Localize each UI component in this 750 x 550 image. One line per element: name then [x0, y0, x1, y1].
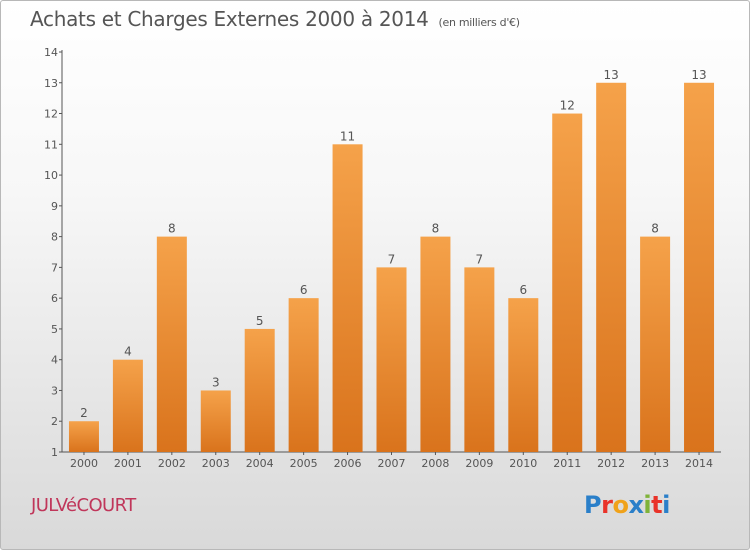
x-tick-label: 2010 — [509, 457, 537, 470]
proxiti-logo: Proxiti — [584, 491, 670, 519]
x-tick-label: 2003 — [202, 457, 230, 470]
bar — [508, 298, 539, 452]
x-tick-label: 2007 — [378, 457, 406, 470]
x-tick-label: 2001 — [114, 457, 142, 470]
logo-letter: o — [612, 491, 629, 519]
logo-letter: t — [651, 491, 663, 519]
bar — [156, 236, 187, 452]
bar — [376, 267, 407, 452]
bar-value-label: 8 — [168, 222, 176, 236]
x-tick-label: 2008 — [421, 457, 449, 470]
bar — [552, 113, 583, 453]
bar — [332, 144, 363, 453]
chart-unit-label: (en milliers d'€) — [438, 16, 520, 29]
chart-title-text: Achats et Charges Externes 2000 à 2014 — [30, 7, 429, 31]
x-tick-label: 2009 — [465, 457, 493, 470]
bar — [596, 82, 627, 453]
bar — [68, 421, 99, 452]
commune-name: JULVéCOURT — [31, 495, 136, 516]
bar — [684, 82, 715, 453]
y-tick-label: 4 — [51, 354, 58, 367]
chart-title: Achats et Charges Externes 2000 à 2014 (e… — [30, 7, 520, 31]
bar-value-label: 3 — [212, 375, 220, 389]
bar — [112, 359, 143, 452]
logo-letter: r — [601, 491, 613, 519]
y-tick-label: 14 — [44, 46, 58, 59]
bar-value-label: 7 — [388, 252, 396, 266]
y-tick-label: 13 — [44, 77, 58, 90]
x-tick-label: 2013 — [641, 457, 669, 470]
y-tick-label: 3 — [51, 384, 58, 397]
x-tick-label: 2012 — [597, 457, 625, 470]
x-tick-label: 2011 — [553, 457, 581, 470]
y-tick-label: 8 — [51, 231, 58, 244]
bar-value-label: 6 — [519, 283, 527, 297]
bar — [464, 267, 495, 452]
y-tick-label: 1 — [51, 446, 58, 459]
bar-value-label: 5 — [256, 314, 264, 328]
y-tick-label: 6 — [51, 292, 58, 305]
y-tick-label: 9 — [51, 200, 58, 213]
bar — [244, 328, 275, 452]
y-tick-label: 5 — [51, 323, 58, 336]
logo-letter: x — [628, 491, 644, 519]
bar — [420, 236, 451, 452]
bar-value-label: 4 — [124, 345, 132, 359]
bar-value-label: 2 — [80, 406, 88, 420]
y-tick-label: 11 — [44, 138, 58, 151]
bar-value-label: 7 — [476, 252, 484, 266]
y-tick-label: 12 — [44, 108, 58, 121]
logo-letter: i — [643, 491, 652, 519]
x-tick-label: 2004 — [246, 457, 274, 470]
bar-value-label: 6 — [300, 283, 308, 297]
x-tick-label: 2014 — [685, 457, 713, 470]
bar-value-label: 11 — [340, 129, 355, 143]
y-tick-label: 7 — [51, 261, 58, 274]
y-tick-label: 2 — [51, 415, 58, 428]
x-tick-label: 2006 — [334, 457, 362, 470]
x-tick-label: 2000 — [70, 457, 98, 470]
logo-letter: P — [584, 491, 602, 519]
bar-value-label: 8 — [432, 222, 440, 236]
logo-letter: i — [662, 491, 670, 519]
bar — [288, 298, 319, 452]
bar-value-label: 12 — [560, 99, 575, 113]
y-tick-label: 10 — [44, 169, 58, 182]
bar-value-label: 13 — [691, 68, 706, 82]
bar — [640, 236, 671, 452]
x-tick-label: 2002 — [158, 457, 186, 470]
bar-value-label: 8 — [651, 222, 659, 236]
x-tick-label: 2005 — [290, 457, 318, 470]
bar-value-label: 13 — [604, 68, 619, 82]
bar — [200, 390, 231, 452]
